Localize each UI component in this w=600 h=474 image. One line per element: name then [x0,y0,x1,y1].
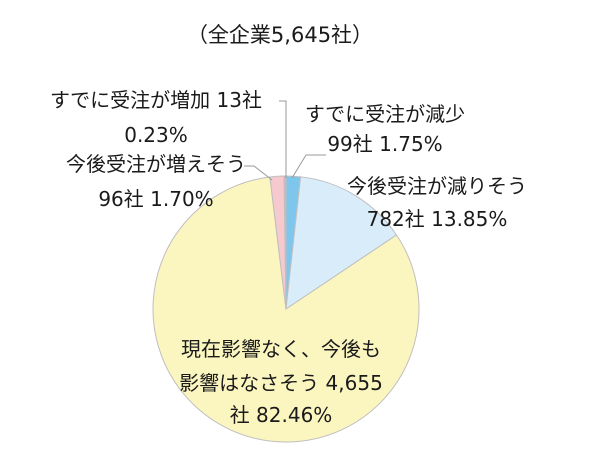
leader-line-already-decrease [291,154,326,179]
slice-label-will-increase-line-2: 96社 1.70% [98,187,213,211]
pie-slice-will-decrease [285,176,398,311]
slice-label-will-decrease-line-2: 782社 13.85% [367,207,508,231]
pie-slice-no-impact [152,176,420,443]
leader-line-already-increase [279,100,287,178]
leader-line-will-increase [244,165,273,181]
chart-title: （全企業5,645社） [187,23,373,47]
slice-label-no-impact-line-2: 影響はなさそう 4,655 [179,371,383,395]
slice-label-already-decrease-line-2: 99社 1.75% [327,132,442,156]
slice-label-no-impact-line-1: 現在影響なく、今後も [181,337,381,361]
slice-label-already-decrease-line-1: すでに受注が減少 [305,102,465,126]
leader-lines [244,100,326,181]
pie-slices [152,175,420,443]
slice-labels: すでに受注が減少 99社 1.75% 今後受注が減りそう 782社 13.85% 現在影… [50,88,527,427]
slice-label-no-impact-line-3: 社 82.46% [230,403,333,427]
slice-label-already-increase-line-1: すでに受注が増加 13社 [50,88,262,112]
slice-label-will-increase-line-1: 今後受注が増えそう [66,152,246,176]
slice-label-already-increase-line-2: 0.23% [124,123,188,147]
slice-label-will-decrease-line-1: 今後受注が減りそう [347,174,527,198]
